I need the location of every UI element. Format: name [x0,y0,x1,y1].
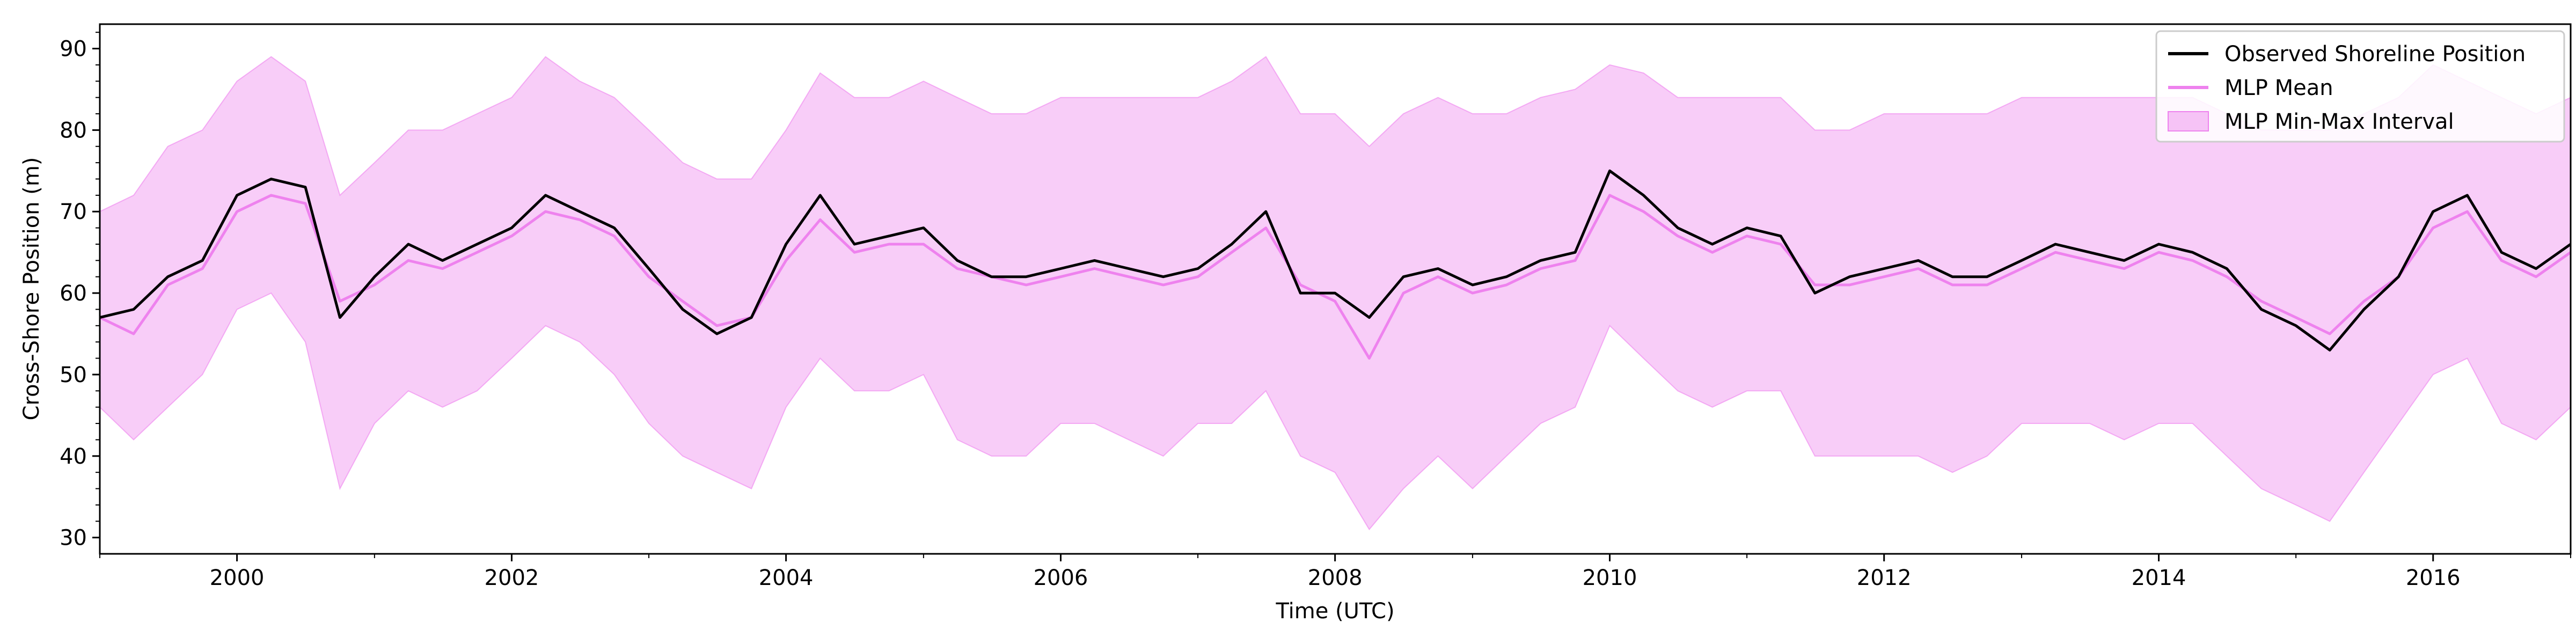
x-tick-label: 2008 [1308,566,1363,590]
y-tick-label: 40 [60,444,87,469]
mlp-mean-line [99,194,2572,360]
y-tick-label: 80 [60,118,87,143]
y-axis-ticks: 30 40 50 60 70 80 90 [60,32,100,551]
x-tick-label: 2014 [2132,566,2186,590]
mean-line-layer [99,194,2572,360]
x-axis-ticks: 2000 2002 2004 2006 2008 2010 2012 2014 2016 [99,554,2571,590]
x-tick-label: 2016 [2406,566,2461,590]
y-tick-label: 50 [60,363,87,387]
legend-band-label: MLP Min-Max Interval [2224,109,2454,134]
x-tick-label: 2004 [759,566,814,590]
x-tick-label: 2010 [1583,566,1637,590]
y-tick-label: 90 [60,37,87,62]
x-axis-label: Time (UTC) [1275,599,1394,624]
legend-observed-label: Observed Shoreline Position [2224,42,2526,67]
x-tick-label: 2000 [210,566,265,590]
legend: Observed Shoreline Position MLP Mean MLP… [2155,30,2565,143]
y-tick-label: 70 [60,200,87,224]
y-axis-label: Cross-Shore Position (m) [19,157,44,421]
x-tick-label: 2002 [485,566,539,590]
y-tick-label: 30 [60,526,87,551]
observed-shoreline-line [99,169,2572,352]
x-tick-label: 2006 [1034,566,1088,590]
observed-line-layer [99,169,2572,352]
y-tick-label: 60 [60,281,87,306]
legend-band-swatch [2168,111,2209,131]
legend-box [2155,30,2565,143]
x-tick-label: 2012 [1857,566,1912,590]
legend-mean-label: MLP Mean [2224,76,2333,100]
